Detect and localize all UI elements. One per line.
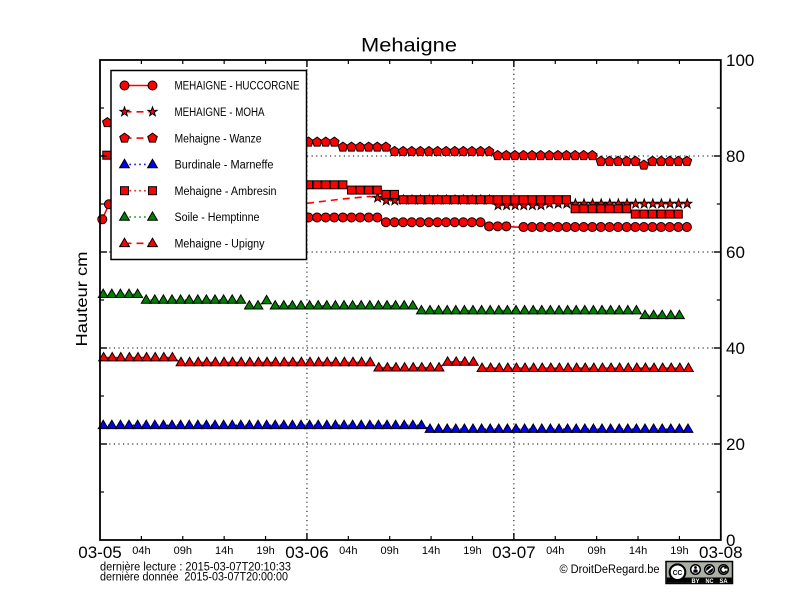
svg-text:0: 0 [726, 531, 735, 550]
svg-text:CC: CC [673, 568, 683, 577]
svg-text:20: 20 [726, 435, 745, 454]
svg-text:09h: 09h [587, 545, 605, 557]
svg-text:60: 60 [726, 243, 745, 262]
svg-text:03-07: 03-07 [492, 543, 535, 562]
svg-text:BY: BY [692, 579, 700, 585]
svg-text:19h: 19h [256, 545, 274, 557]
svg-text:09h: 09h [174, 545, 192, 557]
svg-text:04h: 04h [546, 545, 564, 557]
svg-text:Mehaigne - Upigny: Mehaigne - Upigny [175, 239, 265, 251]
svg-text:80: 80 [726, 147, 745, 166]
svg-text:Mehaigne - Wanze: Mehaigne - Wanze [175, 133, 262, 145]
svg-text:Hauteur cm: Hauteur cm [74, 252, 91, 347]
svg-text:14h: 14h [422, 545, 440, 557]
svg-text:MEHAIGNE - MOHA: MEHAIGNE - MOHA [175, 107, 265, 119]
svg-text:03-05: 03-05 [78, 543, 121, 562]
svg-text:04h: 04h [339, 545, 357, 557]
svg-text:14h: 14h [215, 545, 233, 557]
svg-text:dernière lecture : 2015-03-07T: dernière lecture : 2015-03-07T20:10:33 [100, 562, 291, 574]
svg-text:SA: SA [720, 579, 729, 585]
svg-text:Mehaigne: Mehaigne [361, 36, 457, 57]
svg-text:Burdinale - Marneffe: Burdinale - Marneffe [175, 160, 274, 172]
svg-text:03-06: 03-06 [285, 543, 328, 562]
svg-text:© DroitDeRegard.be: © DroitDeRegard.be [560, 564, 660, 576]
svg-text:100: 100 [726, 51, 754, 70]
svg-text:MEHAIGNE - HUCCORGNE: MEHAIGNE - HUCCORGNE [175, 81, 300, 93]
svg-text:NC: NC [706, 579, 715, 585]
svg-text:Mehaigne - Ambresin: Mehaigne - Ambresin [175, 186, 277, 198]
svg-text:04h: 04h [132, 545, 150, 557]
svg-text:03-08: 03-08 [699, 543, 742, 562]
svg-text:09h: 09h [381, 545, 399, 557]
svg-text:Soile - Hemptinne: Soile - Hemptinne [175, 212, 260, 224]
svg-text:40: 40 [726, 339, 745, 358]
svg-text:14h: 14h [629, 545, 647, 557]
svg-text:19h: 19h [670, 545, 688, 557]
svg-text:dernière donnée 2015-03-07T20: dernière donnée 2015-03-07T20:00:00 [100, 572, 288, 584]
svg-text:19h: 19h [463, 545, 481, 557]
